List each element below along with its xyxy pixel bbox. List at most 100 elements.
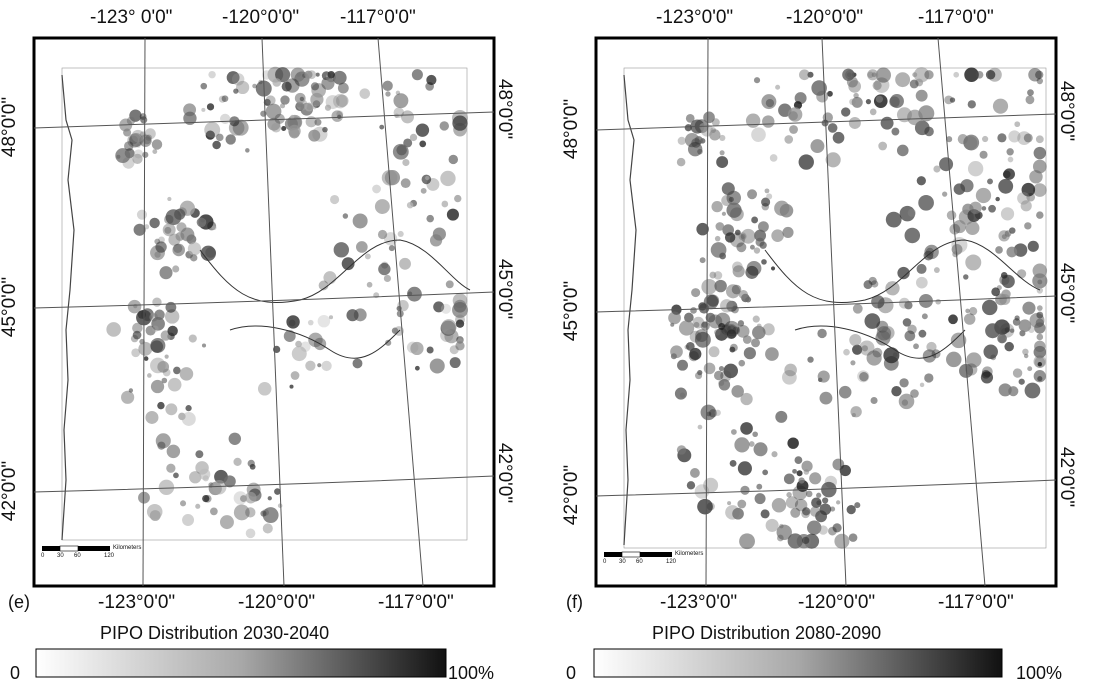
distribution-cell <box>716 156 729 169</box>
distribution-cell <box>1035 70 1044 79</box>
distribution-cell <box>419 140 427 148</box>
distribution-cell <box>1007 156 1014 163</box>
distribution-cell <box>991 287 1001 297</box>
distribution-cell <box>1035 135 1044 144</box>
distribution-cell <box>693 321 700 328</box>
river-columbia <box>199 239 471 304</box>
distribution-cell <box>922 349 937 363</box>
distribution-cell <box>402 158 410 167</box>
distribution-cell <box>728 196 734 202</box>
distribution-cell <box>188 334 197 343</box>
distribution-cell <box>690 307 697 314</box>
distribution-cell <box>277 503 283 508</box>
distribution-cell <box>262 523 273 534</box>
distribution-cell <box>426 74 437 86</box>
distribution-cell <box>706 294 720 307</box>
meridian-120 <box>261 37 285 587</box>
distribution-cell <box>145 410 159 424</box>
right-lat-label: 42°0'0" <box>494 442 516 504</box>
distribution-cell <box>695 329 709 342</box>
distribution-cell <box>775 410 788 423</box>
distribution-cell <box>182 514 195 526</box>
right-lat-label: 45°0'0" <box>494 258 516 320</box>
map-f <box>593 36 1058 678</box>
distribution-cell <box>393 93 409 109</box>
distribution-cell <box>133 223 146 236</box>
distribution-cell <box>219 515 234 530</box>
distribution-cell <box>965 221 980 236</box>
distribution-cell <box>830 506 836 512</box>
distribution-cell <box>854 502 861 509</box>
distribution-cell <box>106 322 121 337</box>
distribution-cell <box>709 129 721 141</box>
distribution-cell <box>407 286 422 302</box>
distribution-cell <box>400 178 411 189</box>
distribution-cell <box>245 148 250 153</box>
scale-tick: 0 <box>41 553 45 559</box>
distribution-cell <box>703 111 715 124</box>
distribution-cell <box>785 496 799 509</box>
distribution-cell <box>202 494 210 503</box>
distribution-cell <box>696 222 709 236</box>
distribution-cell <box>335 94 349 108</box>
distribution-cell <box>1027 240 1039 252</box>
distribution-cell <box>891 99 900 108</box>
distribution-cell <box>764 188 770 194</box>
distribution-cell <box>383 274 391 283</box>
distribution-cell <box>157 401 165 410</box>
distribution-cell <box>880 116 894 130</box>
left-lat-label: 48°0'0" <box>0 96 21 158</box>
distribution-cell <box>944 95 954 105</box>
distribution-cell <box>699 122 708 131</box>
distribution-cell <box>158 479 175 496</box>
distribution-cell <box>231 73 245 86</box>
distribution-cell <box>821 481 837 498</box>
parallel-42 <box>33 475 495 493</box>
distribution-cell <box>150 379 165 394</box>
distribution-cell <box>199 468 211 480</box>
distribution-cell <box>236 80 250 95</box>
distribution-cell <box>902 318 912 327</box>
distribution-cell <box>965 308 970 314</box>
distribution-cell <box>784 363 797 377</box>
distribution-cell <box>775 84 781 90</box>
distribution-cell <box>143 224 150 230</box>
distribution-cell <box>805 490 813 498</box>
distribution-cell <box>992 98 1009 114</box>
distribution-cell <box>985 70 996 80</box>
map-panel-e: -123° 0'0" -120°0'0" -117°0'0" -123°0'0"… <box>0 0 535 686</box>
distribution-cell <box>818 525 828 535</box>
distribution-cell <box>1020 200 1032 212</box>
distribution-cell <box>719 150 725 156</box>
distribution-cell <box>165 403 178 416</box>
distribution-cell <box>732 261 743 273</box>
distribution-cell <box>189 471 202 484</box>
distribution-cell <box>332 70 347 85</box>
bottom-lon-label: -117°0'0" <box>378 592 454 613</box>
distribution-cell <box>429 358 445 374</box>
distribution-cell <box>1036 211 1044 219</box>
pipo-distribution-layer <box>668 67 1048 550</box>
distribution-cell <box>678 320 695 336</box>
distribution-cell <box>1033 345 1047 359</box>
distribution-cell <box>760 509 770 519</box>
distribution-cell <box>774 200 790 216</box>
distribution-cell <box>762 115 775 128</box>
distribution-cell <box>883 347 900 364</box>
distribution-cell <box>691 288 701 298</box>
distribution-cell <box>449 357 461 369</box>
distribution-cell <box>787 533 803 549</box>
distribution-cell <box>848 533 858 542</box>
distribution-cell <box>1000 207 1015 221</box>
distribution-cell <box>342 213 349 219</box>
scale-tick: 120 <box>666 559 677 565</box>
distribution-cell <box>132 322 143 334</box>
distribution-cell <box>975 187 992 204</box>
distribution-cell <box>384 170 401 186</box>
distribution-cell <box>1033 146 1047 160</box>
distribution-cell <box>317 363 322 368</box>
distribution-cell <box>891 127 900 136</box>
distribution-cell <box>410 341 424 356</box>
distribution-cell <box>1008 130 1021 143</box>
distribution-cell <box>714 329 721 336</box>
